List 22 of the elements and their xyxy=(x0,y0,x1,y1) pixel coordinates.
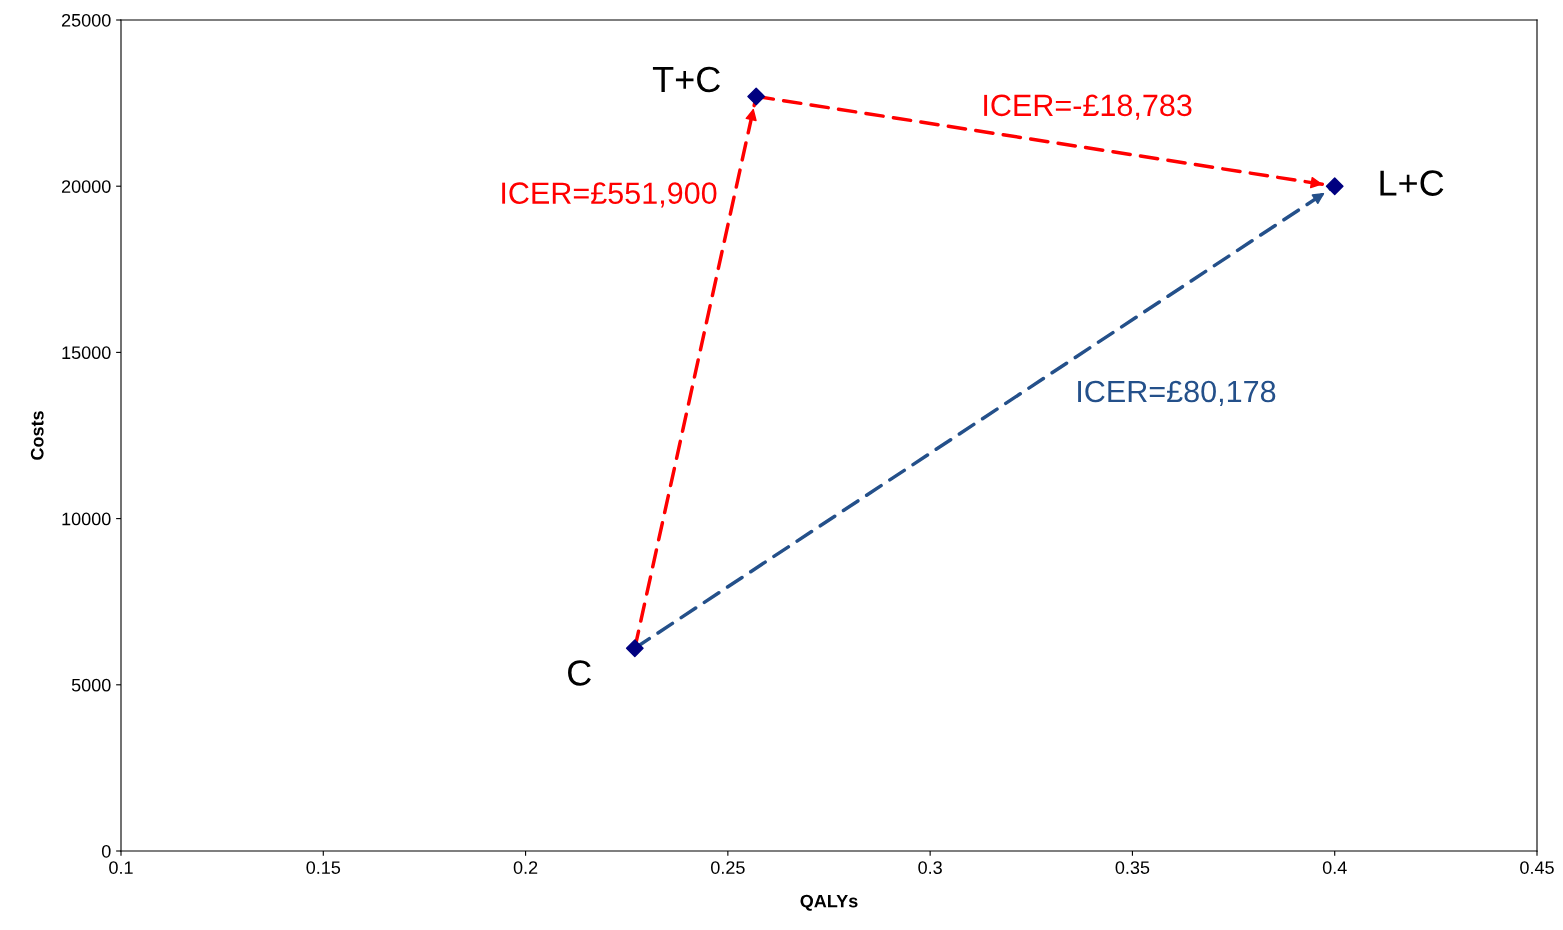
x-tick-label: 0.3 xyxy=(918,861,942,874)
annotation: T+C xyxy=(652,66,720,93)
y-tick-label: 20000 xyxy=(61,180,111,193)
x-tick-label: 0.25 xyxy=(710,861,745,874)
annotation: C xyxy=(568,660,591,686)
x-tick-label: 0.45 xyxy=(1520,861,1554,874)
series-label: ICER=£551,900 xyxy=(502,182,717,208)
series-label: ICER=£80,178 xyxy=(1078,380,1276,406)
x-axis-title: QALYs xyxy=(800,894,858,911)
y-axis-title: Costs xyxy=(30,411,44,460)
x-tick-label: 0.4 xyxy=(1322,861,1347,874)
annotation: L+C xyxy=(1380,170,1444,196)
x-tick-label: 0.2 xyxy=(513,861,538,874)
y-tick-label: 5000 xyxy=(71,678,111,692)
x-tick-label: 0.1 xyxy=(109,861,133,874)
x-tick-label: 0.15 xyxy=(306,861,341,874)
x-tick-label: 0.35 xyxy=(1115,861,1150,874)
y-tick-label: 0 xyxy=(101,844,111,858)
y-tick-label: 15000 xyxy=(62,346,111,360)
y-tick-label: 10000 xyxy=(62,512,111,526)
series-label: ICER=-£18,783 xyxy=(984,94,1192,120)
y-tick-label: 25000 xyxy=(61,13,111,27)
